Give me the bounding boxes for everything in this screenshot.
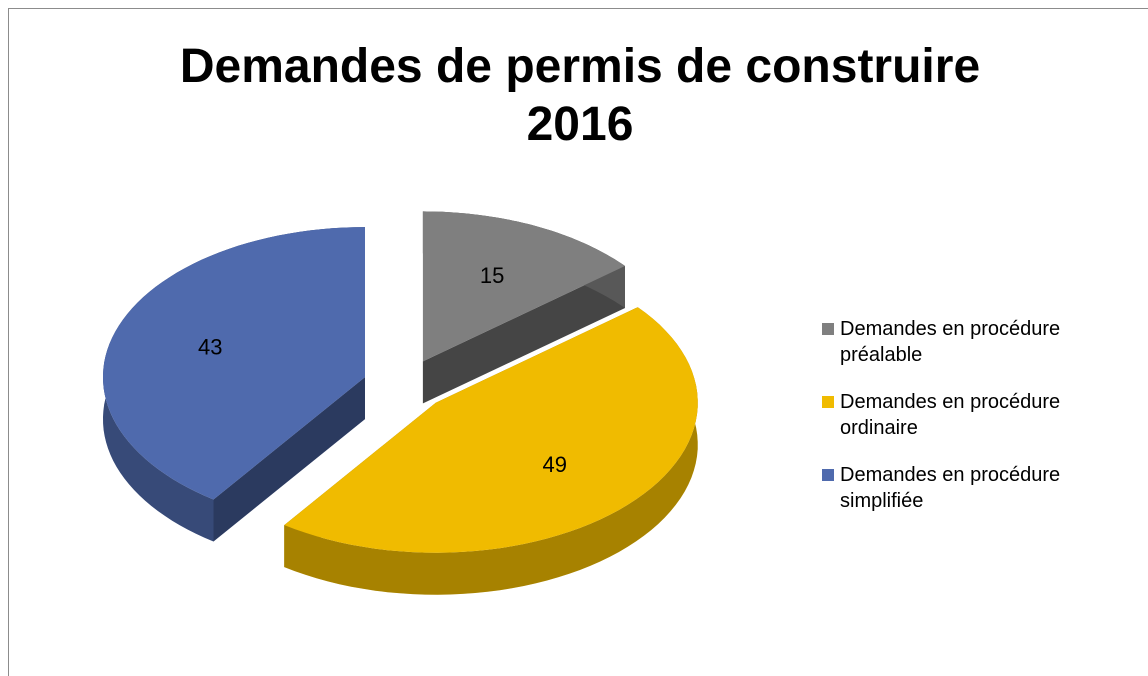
legend-label: Demandes en procédure ordinaire [840,391,1061,439]
slice-side-shade [422,266,625,404]
pie-slice [103,227,365,500]
legend-label: Demandes en procédure simplifiée [840,464,1061,512]
pie-slice [422,211,625,362]
pie-slice [284,307,698,553]
legend-label: Demandes en procédure préalable [840,318,1061,366]
chart-border [8,8,1148,676]
slice-side [284,307,698,595]
legend-swatch [822,469,834,481]
slice-side [422,266,625,404]
slice-side-shade [284,307,698,595]
legend-item: Demandes en procédure préalable [822,316,1062,368]
data-label: 49 [543,452,567,477]
data-label: 43 [198,335,222,360]
legend-swatch [822,323,834,335]
legend-item: Demandes en procédure simplifiée [822,462,1062,514]
legend-swatch [822,396,834,408]
legend-item: Demandes en procédure ordinaire [822,389,1062,441]
slice-side [213,377,365,542]
slice-side-shade [213,377,365,542]
data-label: 15 [480,263,504,288]
chart-title: Demandes de permis de construire 2016 [179,40,981,151]
